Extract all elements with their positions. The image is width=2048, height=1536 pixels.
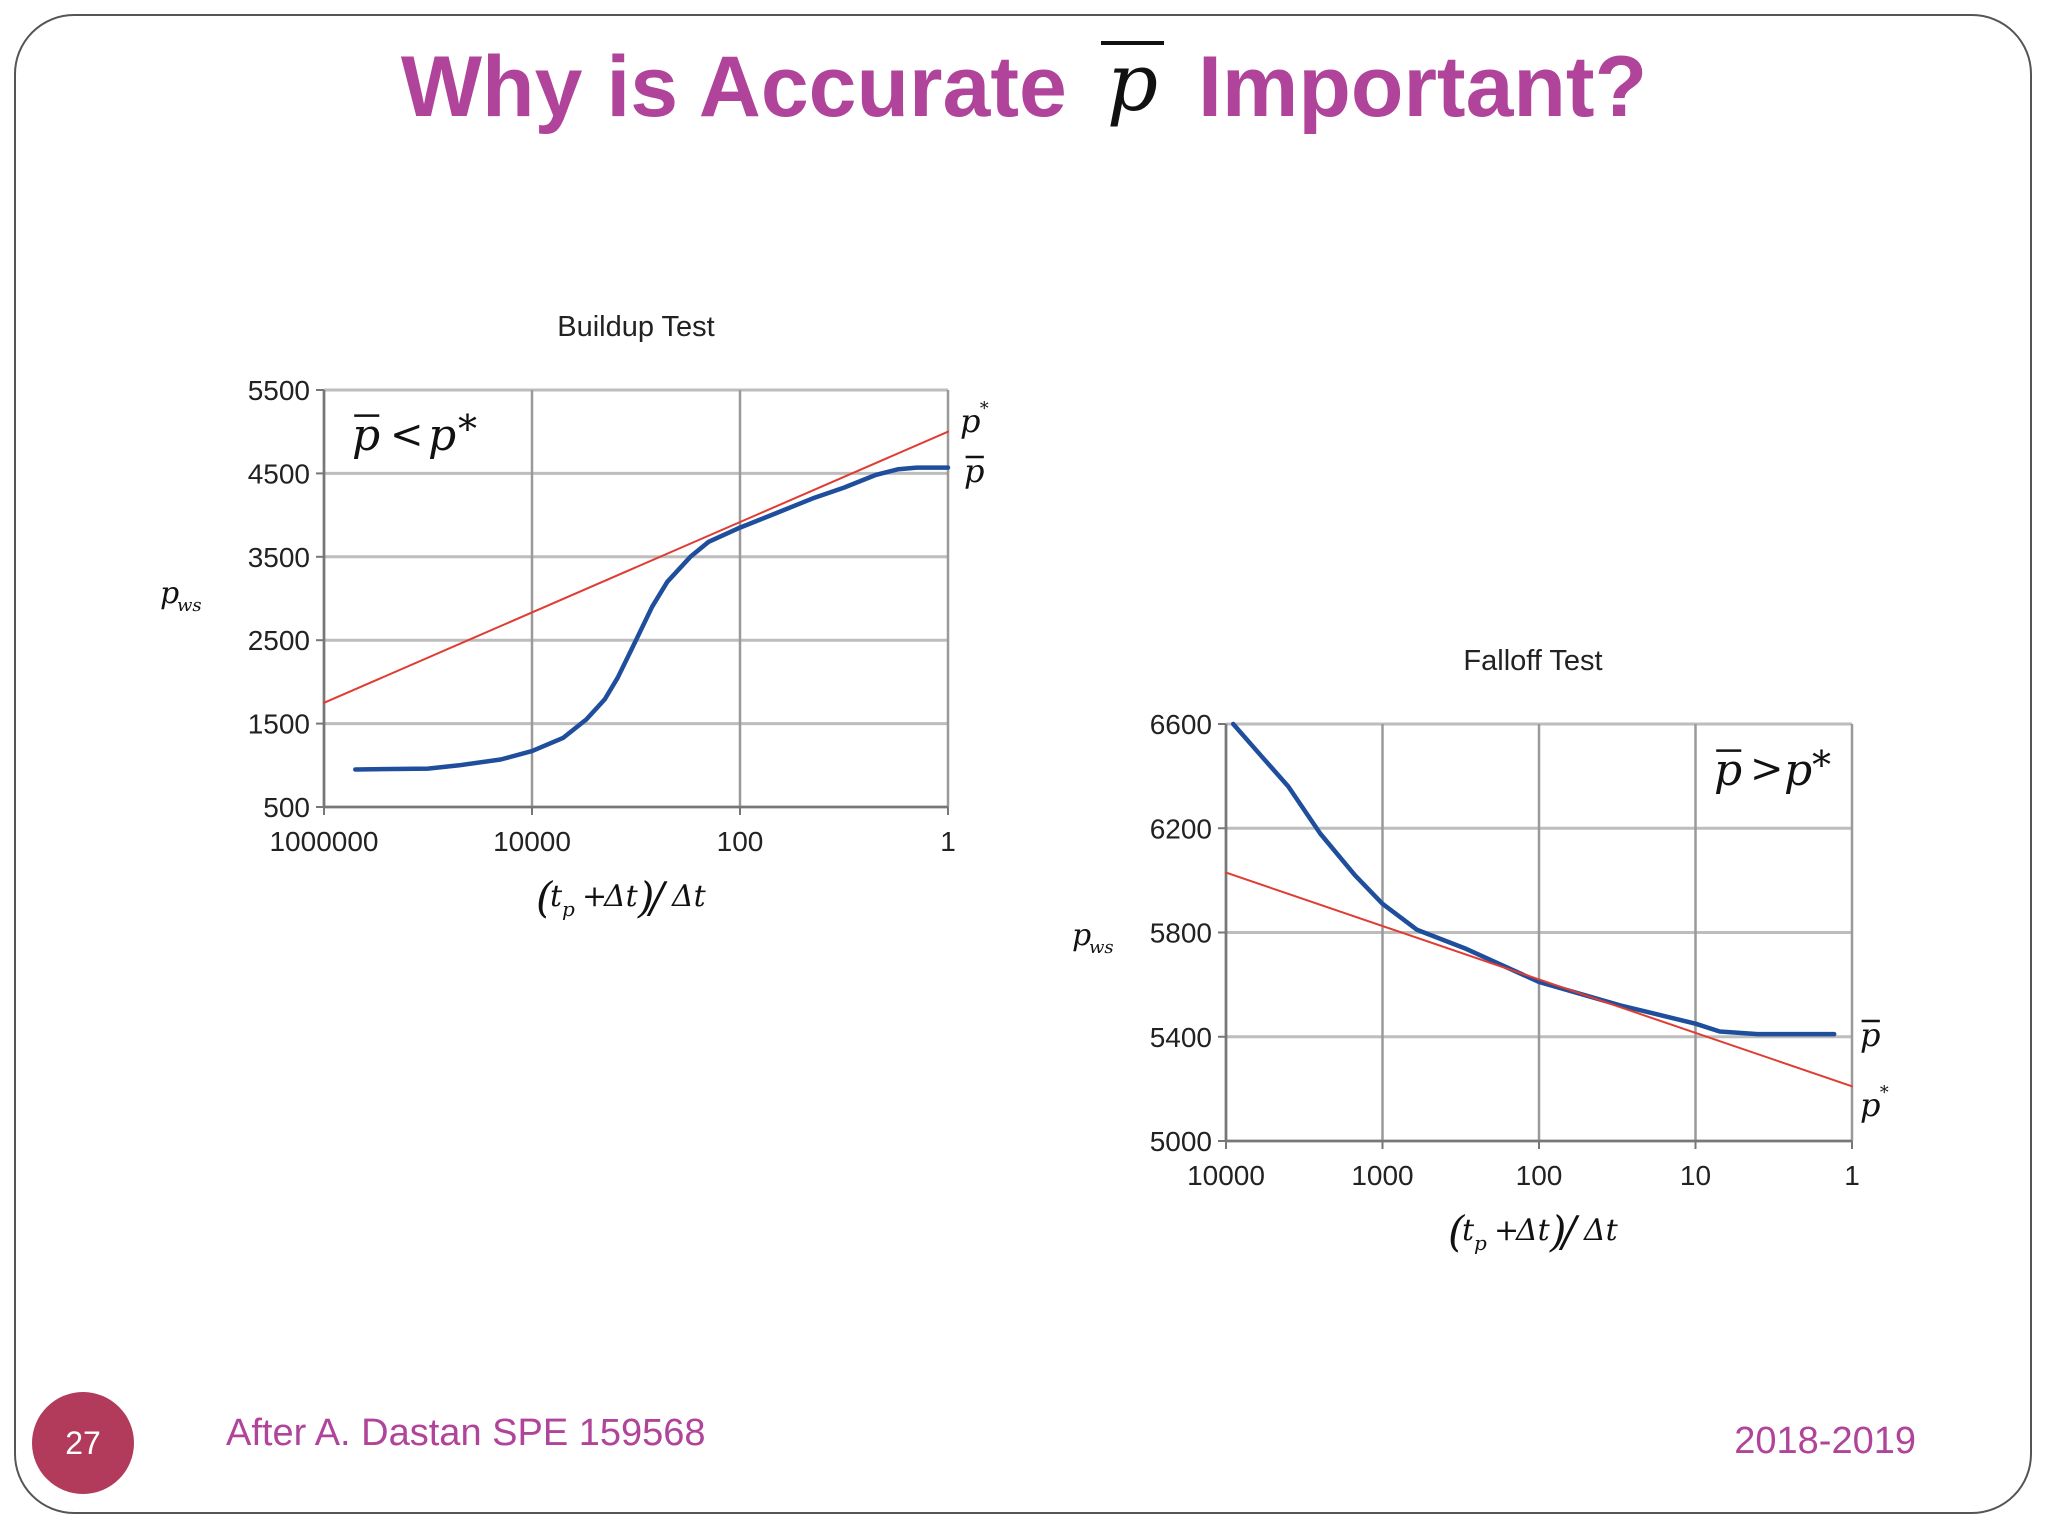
x-tick-label: 100: [717, 826, 764, 857]
title-text-start: Why is Accurate: [400, 39, 1067, 135]
x-tick-label: 10000: [1187, 1160, 1265, 1191]
buildup-right-label-pstar-p: p: [960, 402, 980, 440]
falloff-x-axis-label-part-4: Δt: [1515, 1213, 1551, 1248]
y-tick-label: 4500: [248, 458, 310, 489]
y-tick-label: 1500: [248, 709, 310, 740]
slide-title: Why is Accurate p Important?: [0, 38, 2048, 137]
buildup-x-axis-label-part-5: ): [637, 873, 654, 922]
x-tick-label: 1000: [1351, 1160, 1413, 1191]
y-tick-label: 5000: [1150, 1126, 1212, 1157]
y-tick-label: 6600: [1150, 709, 1212, 740]
falloff-right-label-pstar-star: *: [1880, 1083, 1889, 1103]
x-tick-label: 1: [1844, 1160, 1860, 1191]
title-text-end: Important?: [1198, 39, 1648, 135]
buildup-x-axis-label-part-1: t: [550, 879, 563, 914]
buildup-x-axis-label-part-7: Δt: [671, 879, 707, 914]
falloff-x-axis-label-part-7: Δt: [1583, 1213, 1619, 1248]
falloff-right-label-pstar: p *: [1860, 1083, 1889, 1124]
y-tick-label: 5500: [248, 375, 310, 406]
x-tick-label: 1000000: [269, 826, 378, 857]
buildup-y-axis-label-p: p: [160, 576, 179, 611]
chart-title: Buildup Test: [557, 311, 714, 343]
pressure-curve: [353, 465, 951, 772]
buildup-ann-pbar-p: p: [352, 410, 380, 461]
falloff-x-axis-label-part-1: t: [1462, 1213, 1475, 1248]
falloff-right-label-pstar-p: p: [1860, 1086, 1880, 1124]
pressure-curve: [1230, 721, 1837, 1037]
footer-citation: After A. Dastan SPE 159568: [226, 1412, 706, 1454]
buildup-x-axis-label-part-4: Δt: [603, 879, 639, 914]
falloff-ann-star: *: [1812, 743, 1831, 787]
buildup-y-axis-label-sub: ws: [177, 595, 202, 616]
falloff-annotation: p > p *: [1714, 743, 1831, 796]
buildup-x-axis-label-part-3: +: [582, 879, 607, 914]
falloff-x-axis-label-part-0: (: [1448, 1207, 1466, 1256]
y-tick-label: 3500: [248, 542, 310, 573]
title-pbar-symbol: p: [1100, 41, 1165, 123]
falloff-y-axis-label-p: p: [1072, 918, 1091, 953]
falloff-x-axis-label: (t p +Δt)/Δt: [1448, 1207, 1619, 1256]
y-tick-label: 2500: [248, 625, 310, 656]
falloff-x-axis-label-part-2: p: [1474, 1231, 1487, 1255]
buildup-right-label-pstar: p *: [960, 399, 989, 440]
x-tick-label: 10: [1680, 1160, 1711, 1191]
buildup-ann-lt: <: [390, 412, 424, 458]
falloff-ann-gt: >: [1750, 746, 1784, 792]
buildup-right-label-pstar-star: *: [980, 399, 989, 419]
falloff-ann-p: p: [1784, 745, 1812, 796]
chart-title: Falloff Test: [1463, 645, 1602, 677]
buildup-annotation: p < p *: [352, 407, 477, 461]
x-tick-label: 10000: [493, 826, 571, 857]
falloff-right-label-pbar: p: [1860, 1016, 1880, 1054]
y-tick-label: 500: [263, 792, 310, 823]
footer-year: 2018-2019: [1734, 1420, 1916, 1462]
buildup-right-label-pbar-p: p: [964, 452, 984, 490]
falloff-ann-pbar: p: [1714, 745, 1742, 796]
x-tick-label: 100: [1516, 1160, 1563, 1191]
pstar-trend-line: [323, 430, 949, 704]
falloff-y-axis-label-sub: ws: [1089, 937, 1114, 958]
page-number: 27: [65, 1424, 101, 1461]
buildup-x-axis-label-part-2: p: [562, 897, 575, 921]
buildup-ann-pbar: p: [352, 410, 380, 461]
page-number-badge: 27: [32, 1392, 134, 1494]
buildup-right-label-pbar: p: [964, 452, 984, 490]
y-tick-label: 6200: [1150, 813, 1212, 844]
buildup-x-axis-label-part-6: /: [646, 873, 668, 922]
y-tick-label: 5400: [1150, 1022, 1212, 1053]
falloff-y-axis-label: pws: [1072, 918, 1114, 958]
buildup-y-axis-label: pws: [160, 576, 202, 616]
buildup-x-axis-label: (t p +Δt)/Δt: [536, 873, 707, 922]
x-tick-label: 1: [940, 826, 956, 857]
buildup-x-axis-label-part-0: (: [536, 873, 554, 922]
falloff-right-label-pbar-p: p: [1860, 1016, 1880, 1054]
buildup-ann-p: p: [428, 410, 456, 461]
falloff-x-axis-label-part-3: +: [1494, 1213, 1519, 1248]
pstar-trend-line: [1225, 871, 1853, 1088]
falloff-x-axis-label-part-6: /: [1558, 1207, 1580, 1256]
falloff-ann-pbar-p: p: [1714, 745, 1742, 796]
buildup-ann-star: *: [458, 407, 477, 451]
falloff-x-axis-label-part-5: ): [1549, 1207, 1566, 1256]
y-tick-label: 5800: [1150, 918, 1212, 949]
